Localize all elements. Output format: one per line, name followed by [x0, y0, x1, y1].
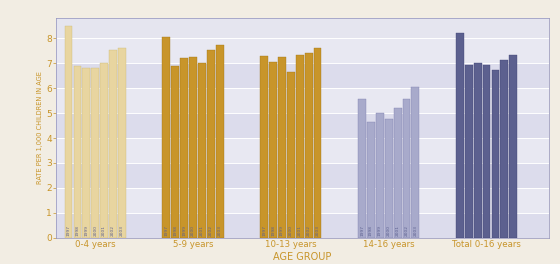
Bar [91, 68, 99, 238]
Bar [412, 87, 419, 238]
Text: 1999: 1999 [475, 225, 480, 235]
Bar [56, 213, 549, 238]
Text: 2001: 2001 [102, 225, 106, 235]
Bar [367, 122, 375, 238]
Text: 2000: 2000 [93, 225, 97, 235]
Bar [118, 48, 126, 238]
Bar [216, 45, 223, 238]
Bar [483, 64, 491, 238]
Bar [82, 68, 90, 238]
Bar [385, 119, 393, 238]
Bar [56, 38, 549, 63]
Bar [56, 188, 549, 213]
Text: 2001: 2001 [493, 225, 497, 235]
Bar [180, 58, 188, 238]
Bar [56, 113, 549, 138]
Text: 2003: 2003 [511, 225, 515, 235]
Text: 2002: 2002 [111, 225, 115, 235]
Bar [296, 55, 304, 238]
Text: 2001: 2001 [200, 225, 204, 235]
Text: 2001: 2001 [395, 225, 400, 235]
Y-axis label: RATE PER 1,000 CHILDREN IN AGE: RATE PER 1,000 CHILDREN IN AGE [38, 72, 43, 185]
Bar [56, 88, 549, 113]
Bar [109, 50, 117, 238]
Bar [287, 72, 295, 238]
Bar [56, 63, 549, 88]
Bar [376, 113, 384, 238]
Text: 1997: 1997 [165, 225, 169, 235]
X-axis label: AGE GROUP: AGE GROUP [273, 252, 332, 262]
Bar [394, 108, 402, 238]
Text: 1997: 1997 [458, 225, 462, 235]
Bar [278, 57, 286, 238]
Text: 2003: 2003 [315, 225, 320, 235]
Text: 1998: 1998 [76, 225, 80, 235]
Bar [198, 63, 206, 238]
Text: 2000: 2000 [484, 225, 488, 235]
Bar [474, 63, 482, 238]
Bar [492, 69, 500, 238]
Bar [162, 37, 170, 238]
Bar [509, 55, 517, 238]
Bar [269, 62, 277, 238]
Bar [64, 26, 72, 238]
Bar [456, 34, 464, 238]
Text: 1997: 1997 [67, 225, 71, 235]
Text: 1999: 1999 [378, 225, 382, 235]
Text: 2003: 2003 [413, 225, 417, 235]
Bar [73, 66, 81, 238]
Text: 1999: 1999 [280, 225, 284, 235]
Text: 2002: 2002 [307, 225, 311, 235]
Bar [56, 163, 549, 188]
Text: 1998: 1998 [173, 225, 178, 235]
Text: 1997: 1997 [262, 225, 266, 235]
Bar [358, 100, 366, 238]
Bar [100, 63, 108, 238]
Bar [314, 48, 321, 238]
Text: 2003: 2003 [218, 225, 222, 235]
Text: 1998: 1998 [466, 225, 471, 235]
Bar [465, 64, 473, 238]
Text: 2000: 2000 [289, 225, 293, 235]
Text: 2000: 2000 [191, 225, 195, 235]
Bar [56, 138, 549, 163]
Bar [403, 100, 410, 238]
Text: 1998: 1998 [271, 225, 275, 235]
Text: 1999: 1999 [85, 225, 88, 235]
Bar [305, 53, 312, 238]
Text: 2000: 2000 [387, 225, 391, 235]
Text: 2002: 2002 [502, 225, 506, 235]
Text: 1997: 1997 [360, 225, 364, 235]
Bar [501, 60, 508, 238]
Bar [207, 50, 214, 238]
Bar [171, 66, 179, 238]
Bar [189, 57, 197, 238]
Text: 2002: 2002 [209, 225, 213, 235]
Text: 2002: 2002 [404, 225, 408, 235]
Bar [260, 56, 268, 238]
Text: 1998: 1998 [369, 225, 373, 235]
Text: 2001: 2001 [298, 225, 302, 235]
Text: 1999: 1999 [182, 225, 186, 235]
Text: 2003: 2003 [120, 225, 124, 235]
